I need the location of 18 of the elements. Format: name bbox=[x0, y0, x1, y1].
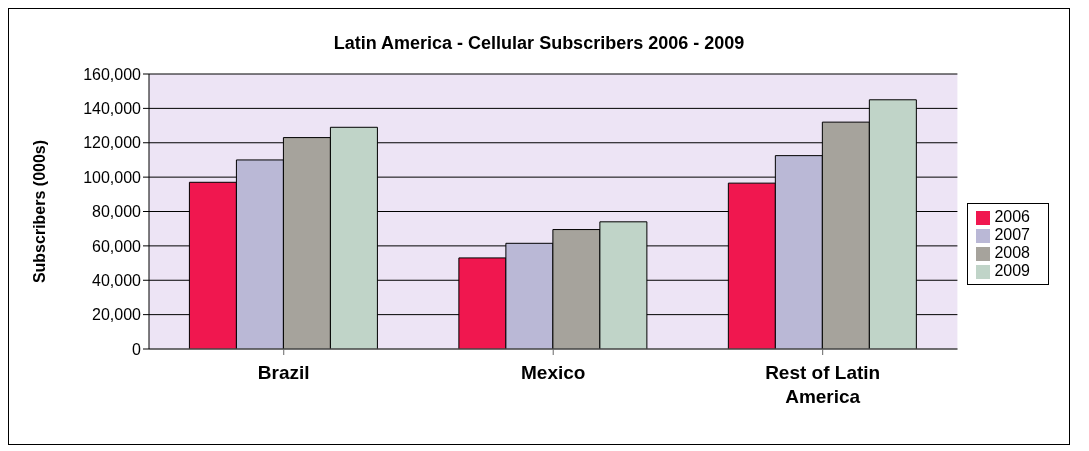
y-tick-label: 140,000 bbox=[83, 100, 142, 118]
x-tick-label: Brazil bbox=[257, 362, 310, 383]
y-tick-label: 40,000 bbox=[92, 271, 142, 289]
y-tick-label: 120,000 bbox=[83, 134, 142, 152]
y-tick-label: 20,000 bbox=[92, 306, 142, 324]
y-tick-label: 60,000 bbox=[92, 237, 142, 255]
y-tick-label: 0 bbox=[132, 340, 142, 358]
y-tick-label: 80,000 bbox=[92, 203, 142, 221]
y-tick-label: 100,000 bbox=[83, 168, 142, 186]
y-tick-label: 160,000 bbox=[83, 65, 142, 83]
legend-label: 2006 bbox=[994, 208, 1030, 225]
legend-label: 2008 bbox=[994, 244, 1030, 261]
chart-title: Latin America - Cellular Subscribers 2006 - 2009 bbox=[332, 33, 746, 54]
x-tick-label: Rest of Latin America bbox=[765, 362, 881, 407]
legend-label: 2007 bbox=[994, 226, 1030, 243]
y-axis-title: Subscribers (000s) bbox=[30, 139, 48, 284]
legend-label: 2009 bbox=[994, 262, 1030, 279]
x-tick-label: Mexico bbox=[520, 362, 586, 383]
